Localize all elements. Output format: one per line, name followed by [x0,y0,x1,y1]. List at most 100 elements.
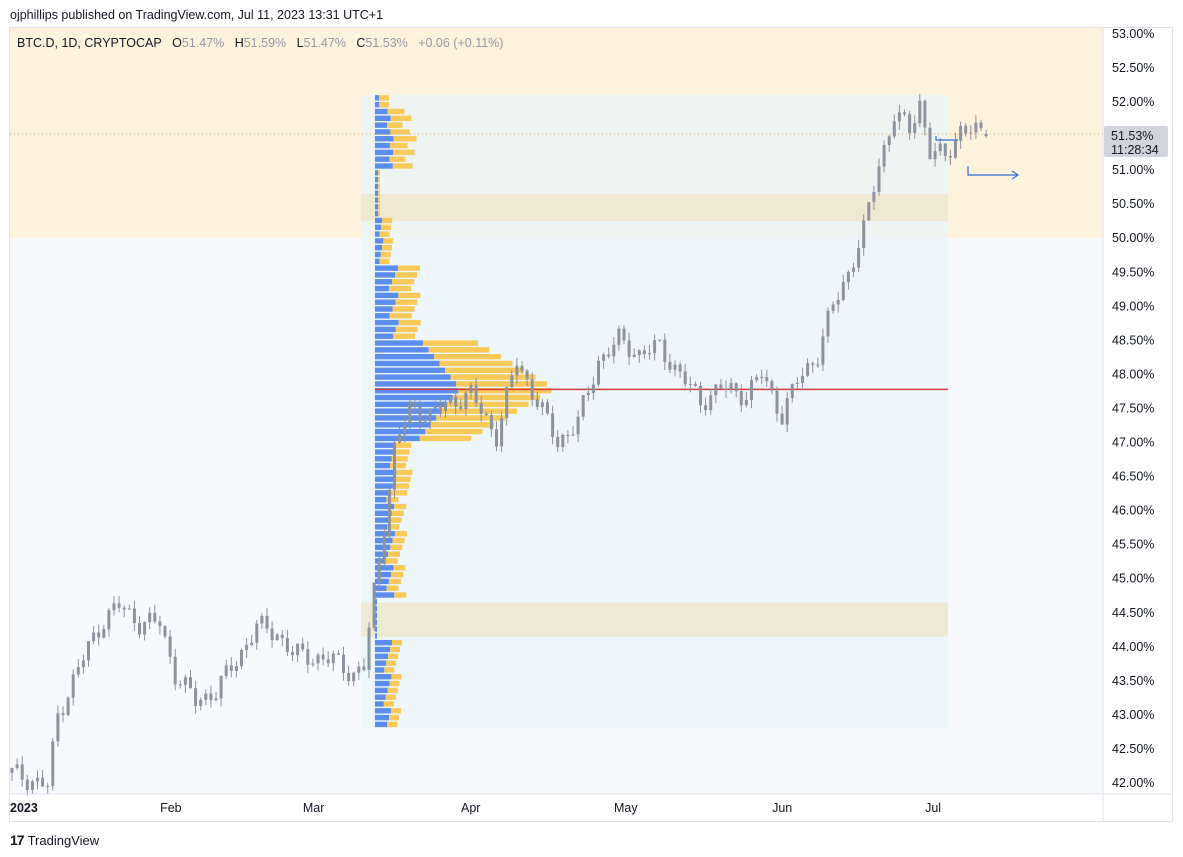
volume-row-up [375,210,378,217]
volume-row-up [375,571,392,578]
price-tick-label: 46.00% [1112,504,1154,518]
volume-row-down [445,367,524,373]
volume-row-up [375,415,437,421]
close-label: C [356,36,366,50]
candle-body [15,764,19,768]
candle-body [398,434,402,443]
candle-body [219,675,223,699]
price-tick-label: 47.50% [1112,401,1154,415]
candle-body [438,406,442,411]
candle-body [668,361,672,370]
candle-body [138,622,141,635]
candle-body [362,666,366,671]
price-tick-label: 48.00% [1112,367,1154,381]
candle-body [801,375,804,384]
candle-body [877,166,881,192]
candle-body [663,339,667,362]
candle-body [719,384,723,389]
volume-row-down [390,544,403,551]
arrow-line-2 [967,166,1018,176]
volume-row-down [378,170,380,176]
volume-row-down [389,156,406,162]
candle-body [515,365,519,376]
volume-row-down [419,435,472,442]
volume-row-down [397,265,420,271]
volume-row-down [391,456,408,462]
candle-body [326,659,330,664]
volume-row-down [390,708,401,714]
candle-body [387,489,391,537]
candle-body [790,383,794,399]
volume-row-up [375,428,426,435]
volume-row-up [375,551,389,557]
candle-body [423,421,427,423]
volume-row-down [395,299,418,305]
candles [10,93,988,796]
arrow-line-1 [935,136,958,141]
volume-row-up [375,531,395,537]
time-tick-label: Jul [925,801,941,815]
price-badge-box [1104,126,1168,157]
candle-body [739,391,743,406]
candle-body [546,402,549,414]
volume-row-up [375,674,392,680]
volume-row-up [375,108,388,115]
candle-body [153,612,157,622]
volume-row-down [392,333,415,339]
volume-row-up [375,326,396,333]
candle-body [245,645,249,650]
volume-row-up [375,197,378,203]
candle-body [199,699,203,706]
volume-row-up [375,646,391,653]
candle-body [316,654,320,664]
candle-body [250,642,254,646]
candle-body [571,434,575,436]
candle-body [408,401,412,424]
time-tick-label: 2023 [10,801,38,815]
candle-body [852,267,855,272]
candle-body [10,767,14,773]
volume-row-down [388,653,399,660]
candle-body [632,355,636,357]
volume-row-down [380,224,391,230]
volume-row-down [452,394,541,401]
tradingview-logo[interactable]: 17 TradingView [10,832,99,848]
volume-row-up [375,224,381,230]
volume-row-up [375,456,392,462]
candle-body [693,384,697,386]
high-value: 51.59% [243,36,287,50]
candle-body [612,344,616,357]
volume-row-up [375,142,390,149]
candle-body [51,741,55,787]
volume-row-down [379,258,390,265]
volume-row-down [386,660,397,666]
candle-body [984,134,988,137]
candle-body [637,350,641,356]
candle-body [194,688,198,706]
volume-row-down [378,183,380,190]
price-tick-label: 52.50% [1112,61,1154,75]
candle-body [30,781,34,790]
volume-row-up [375,163,393,169]
candle-body [642,350,646,355]
volume-row-up [375,176,378,183]
candle-body [653,340,657,354]
candle-body [948,155,952,158]
candle-body [311,663,315,665]
symbol-label: BTC.D, 1D, CRYPTOCAP [17,36,162,50]
candle-body [377,559,381,583]
candle-body [622,328,626,341]
candle-body [464,393,468,409]
candle-body [770,381,774,391]
candle-body [872,191,876,203]
volume-row-up [375,333,393,339]
candle-body [357,666,361,673]
candle-body [444,402,447,411]
price-tick-label: 45.00% [1112,572,1154,586]
candle-body [525,370,529,380]
volume-row-down [458,388,552,394]
candle-body [704,405,708,411]
volume-row-up [375,687,388,694]
volume-row-down [385,694,396,700]
